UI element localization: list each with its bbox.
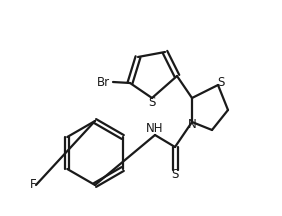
Text: S: S (171, 167, 179, 181)
Text: S: S (217, 76, 225, 89)
Text: N: N (188, 118, 196, 130)
Text: NH: NH (146, 122, 164, 135)
Text: S: S (148, 97, 156, 110)
Text: F: F (30, 178, 36, 192)
Text: Br: Br (96, 76, 110, 89)
